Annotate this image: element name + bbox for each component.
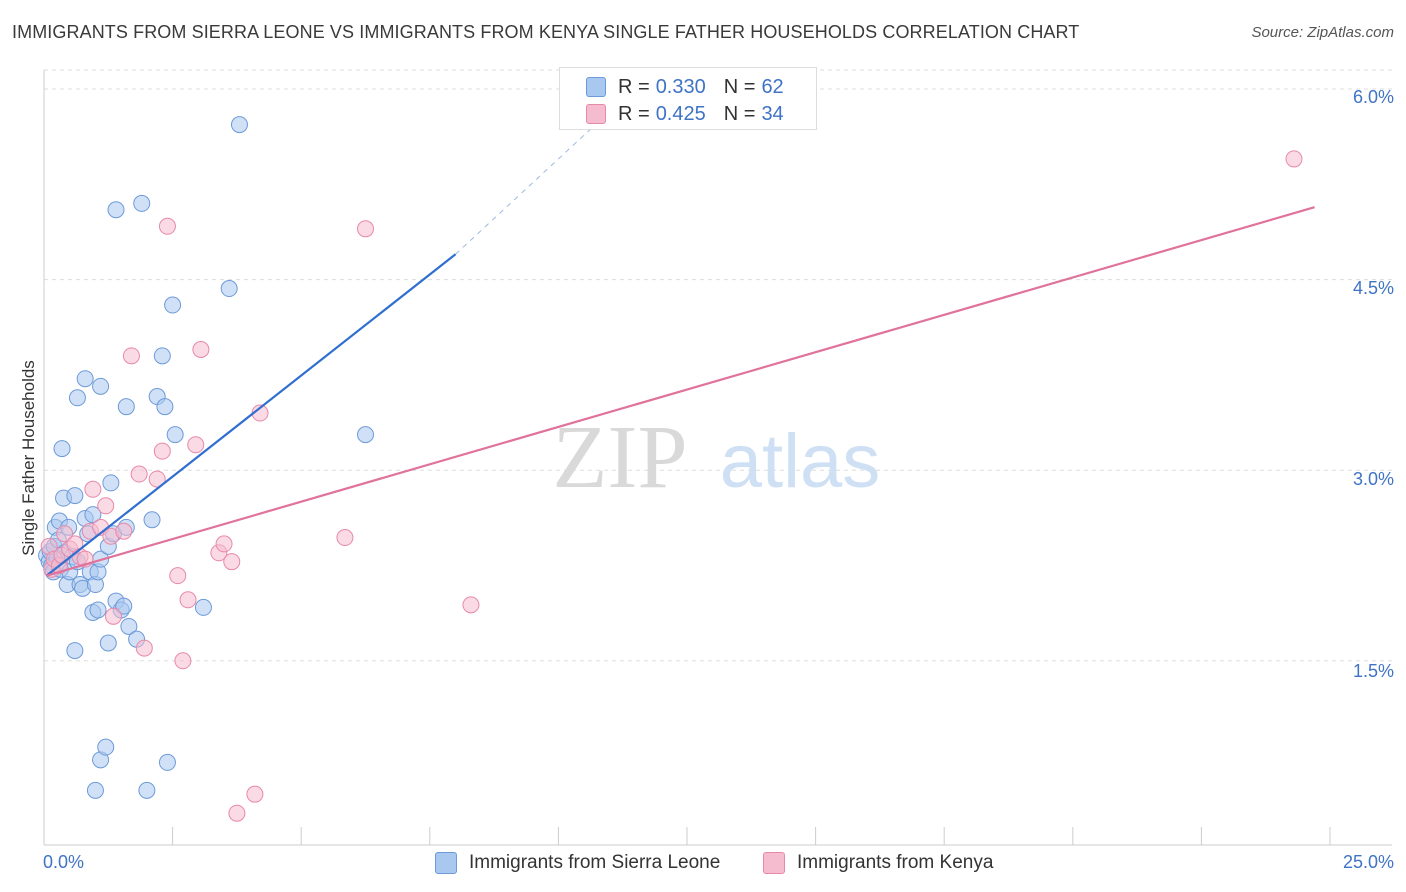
data-point (158, 753, 176, 771)
data-point (138, 781, 156, 799)
data-point (223, 553, 241, 571)
bottom-legend-sierra-leone: Immigrants from Sierra Leone (435, 852, 720, 874)
legend-r-label: R = (618, 102, 650, 125)
data-point (53, 440, 71, 458)
bottom-legend-kenya: Immigrants from Kenya (763, 852, 993, 874)
trend-lines (45, 101, 1315, 577)
data-point (194, 598, 212, 616)
data-point (120, 617, 138, 635)
legend-n-label: N = (723, 75, 756, 98)
data-point (143, 511, 161, 529)
data-point (215, 535, 233, 553)
stats-legend: R = 0.330 N = 62 R = 0.425 N = 34 (559, 67, 817, 130)
source-label: Source: ZipAtlas.com (1251, 24, 1394, 41)
legend-swatch-pink (763, 852, 785, 874)
data-point (99, 634, 117, 652)
legend-label: Immigrants from Kenya (797, 852, 994, 873)
watermark-atlas: atlas (720, 419, 881, 504)
x-tick-label-max: 25.0% (1342, 852, 1394, 872)
data-point (148, 470, 166, 488)
data-point (246, 785, 264, 803)
data-point (153, 442, 171, 460)
data-point (357, 220, 374, 238)
data-point (156, 398, 174, 416)
data-point (153, 347, 171, 365)
data-point (68, 389, 86, 407)
data-point (84, 506, 102, 524)
data-point (357, 426, 374, 444)
data-point (220, 280, 238, 298)
data-point (135, 639, 153, 657)
data-point (115, 597, 133, 615)
y-tick-label: 1.5% (1352, 661, 1394, 681)
legend-r-value: 0.425 (655, 102, 706, 125)
data-point (66, 487, 84, 505)
y-tick-label: 6.0% (1352, 87, 1394, 107)
data-point (66, 642, 84, 660)
data-point (122, 347, 140, 365)
legend-r-value: 0.330 (655, 75, 706, 98)
legend-n-label: N = (723, 102, 756, 125)
legend-n-value: 62 (761, 75, 784, 98)
legend-swatch-blue (586, 77, 606, 97)
data-point (133, 194, 151, 212)
legend-n-value: 34 (761, 102, 784, 125)
data-point (76, 370, 94, 388)
legend-swatch-blue (435, 852, 457, 874)
data-point (187, 436, 205, 454)
trend-line-sierra-leone (45, 253, 457, 577)
chart-title: IMMIGRANTS FROM SIERRA LEONE VS IMMIGRAN… (12, 22, 1080, 42)
gridlines (44, 69, 1392, 662)
data-point (169, 567, 187, 585)
legend-row-kenya: R = 0.425 N = 34 (586, 102, 784, 126)
legend-row-sierra-leone: R = 0.330 N = 62 (586, 75, 784, 99)
x-tick-label-min: 0.0% (43, 852, 85, 872)
trend-extension-sierra-leone (455, 101, 621, 255)
watermark-zip: ZIP (553, 408, 688, 507)
data-point (107, 201, 125, 219)
data-point (462, 596, 480, 614)
data-point (230, 116, 248, 134)
data-point (179, 591, 197, 609)
data-point (1285, 150, 1303, 168)
data-point (86, 781, 104, 799)
data-point (174, 652, 192, 670)
data-point (228, 804, 246, 822)
trend-line-kenya (46, 206, 1315, 577)
data-point (84, 480, 102, 498)
legend-swatch-pink (586, 104, 606, 124)
data-point (102, 474, 120, 492)
data-point (192, 341, 210, 359)
y-tick-label: 4.5% (1352, 278, 1394, 298)
data-point (104, 607, 122, 625)
data-point (158, 217, 176, 235)
data-point (117, 398, 135, 416)
data-point (336, 529, 354, 547)
data-point (92, 377, 110, 395)
axes (43, 70, 1392, 846)
data-point (97, 738, 115, 756)
y-tick-label: 3.0% (1352, 469, 1394, 489)
data-point (164, 296, 182, 314)
legend-label: Immigrants from Sierra Leone (469, 852, 721, 873)
y-axis-label: Single Father Households (19, 360, 38, 556)
data-point (130, 465, 148, 483)
data-point (56, 525, 74, 543)
data-point (115, 522, 133, 540)
data-points (38, 116, 1303, 822)
data-point (89, 601, 107, 619)
legend-r-label: R = (618, 75, 650, 98)
data-point (97, 497, 115, 515)
data-point (166, 426, 184, 444)
